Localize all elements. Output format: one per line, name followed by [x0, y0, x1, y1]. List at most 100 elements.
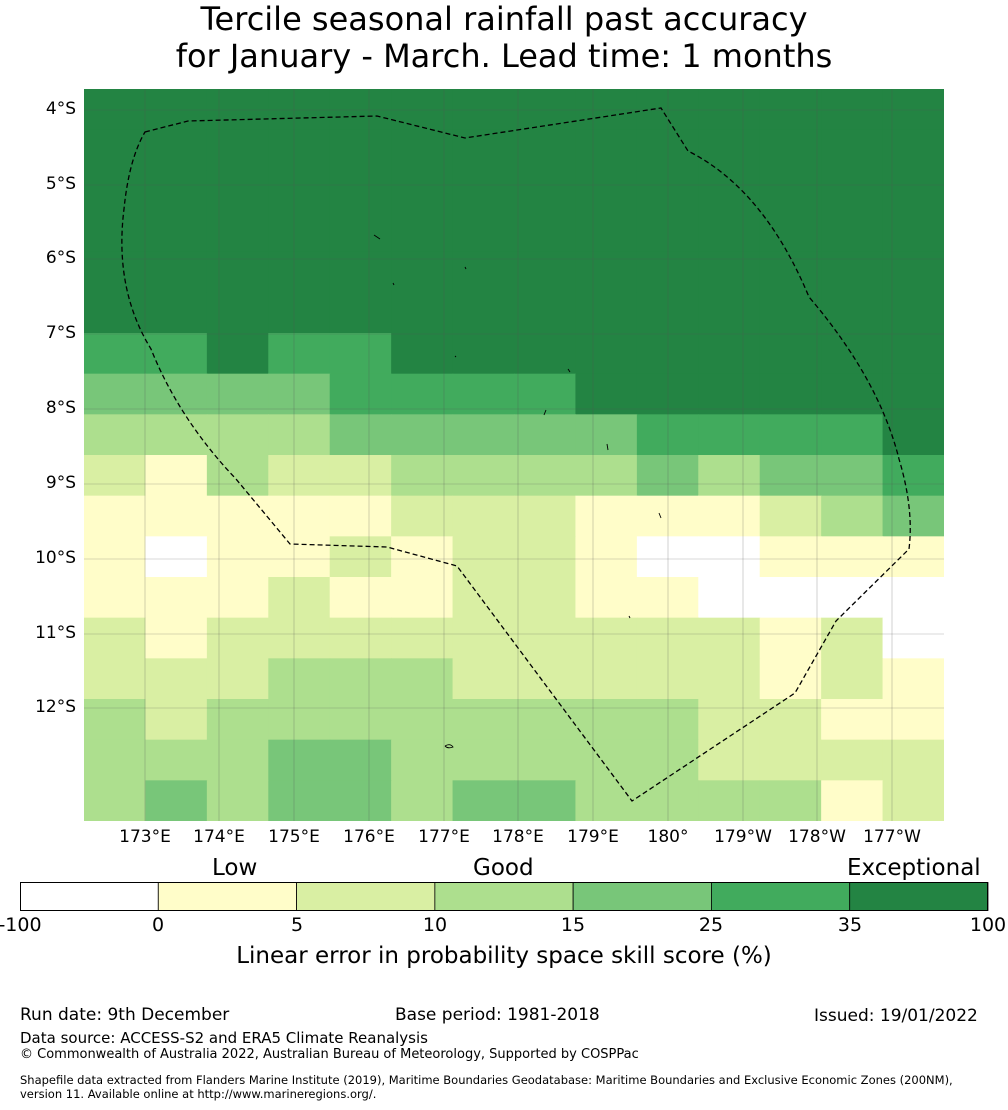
grid-cell	[452, 780, 515, 821]
skill-grid-cells	[84, 89, 944, 821]
grid-cell	[268, 577, 331, 619]
grid-cell	[821, 780, 884, 821]
grid-cell	[882, 414, 944, 456]
grid-cell	[514, 617, 577, 659]
grid-cell	[759, 333, 822, 375]
grid-cell	[575, 739, 638, 781]
grid-cell	[84, 333, 147, 375]
grid-cell	[575, 780, 638, 821]
grid-cell	[268, 739, 331, 781]
grid-cell	[84, 739, 147, 781]
grid-cell	[329, 536, 392, 578]
island	[606, 443, 609, 451]
grid-cell	[514, 251, 577, 293]
grid-cell	[452, 658, 515, 700]
grid-cell	[821, 658, 884, 700]
grid-cell	[636, 699, 699, 741]
map-title-line1: Tercile seasonal rainfall past accuracy	[200, 0, 808, 38]
lat-label: 10°S	[35, 548, 76, 568]
grid-cell	[452, 455, 515, 497]
grid-cell	[329, 129, 392, 171]
grid-cell	[206, 211, 269, 253]
grid-cell	[206, 333, 269, 375]
colorbar-axis-label: Linear error in probability space skill …	[236, 943, 772, 969]
grid-cell	[391, 89, 454, 131]
grid-cell	[145, 577, 208, 619]
lon-label: 178°W	[788, 827, 846, 847]
colorbar-swatches	[20, 882, 989, 911]
grid-cell	[145, 495, 208, 537]
island	[373, 234, 381, 240]
grid-cell	[575, 536, 638, 578]
grid-cell	[268, 251, 331, 293]
grid-cell	[329, 699, 392, 741]
grid-cell	[452, 699, 515, 741]
grid-cell	[329, 292, 392, 334]
lon-label: 178°E	[492, 827, 544, 847]
grid-cell	[821, 577, 884, 619]
grid-cell	[698, 455, 761, 497]
lon-label: 180°	[647, 827, 689, 847]
grid-cell	[206, 251, 269, 293]
grid-cell	[821, 292, 884, 334]
grid-cell	[759, 455, 822, 497]
run-date: Run date: 9th December	[20, 1005, 230, 1025]
grid-cell	[268, 373, 331, 415]
colorbar-swatch	[296, 882, 436, 911]
grid-cell	[882, 617, 944, 659]
grid-cell	[84, 699, 147, 741]
colorbar-swatch	[434, 882, 574, 911]
grid-cell	[698, 292, 761, 334]
grid-cell	[452, 211, 515, 253]
island	[628, 615, 631, 619]
grid-cell	[329, 455, 392, 497]
grid-cell	[206, 536, 269, 578]
grid-cell	[636, 536, 699, 578]
copyright: © Commonwealth of Australia 2022, Austra…	[20, 1047, 639, 1062]
grid-cell	[514, 495, 577, 537]
grid-cell	[329, 658, 392, 700]
grid-cell	[698, 211, 761, 253]
grid-cell	[759, 536, 822, 578]
grid-cell	[636, 577, 699, 619]
grid-cell	[391, 292, 454, 334]
colorbar	[20, 882, 989, 911]
grid-cell	[514, 780, 577, 821]
grid-cell	[698, 251, 761, 293]
grid-cell	[206, 373, 269, 415]
grid-cell	[882, 780, 944, 821]
grid-cell	[821, 373, 884, 415]
grid-cell	[84, 211, 147, 253]
base-period: Base period: 1981-2018	[395, 1005, 600, 1025]
grid-cell	[514, 170, 577, 212]
lon-label: 173°E	[119, 827, 171, 847]
skill-score-map	[84, 89, 944, 821]
grid-cell	[329, 577, 392, 619]
grid-cell	[452, 617, 515, 659]
grid-cell	[882, 333, 944, 375]
grid-cell	[882, 699, 944, 741]
grid-cell	[452, 333, 515, 375]
grid-cell	[84, 251, 147, 293]
grid-cell	[882, 89, 944, 131]
colorbar-category-exceptional: Exceptional	[847, 855, 981, 881]
grid-cell	[452, 129, 515, 171]
grid-cell	[882, 292, 944, 334]
grid-cell	[84, 617, 147, 659]
grid-cell	[452, 495, 515, 537]
grid-cell	[329, 739, 392, 781]
grid-cell	[268, 89, 331, 131]
grid-cell	[84, 129, 147, 171]
grid-cell	[636, 617, 699, 659]
grid-cell	[821, 414, 884, 456]
lat-label: 4°S	[45, 99, 76, 119]
grid-cell	[145, 739, 208, 781]
grid-cell	[698, 89, 761, 131]
colorbar-tick: 15	[560, 914, 586, 936]
grid-cell	[882, 211, 944, 253]
colorbar-category-good: Good	[473, 855, 534, 881]
grid-cell	[268, 292, 331, 334]
grid-cell	[452, 536, 515, 578]
grid-cell	[698, 577, 761, 619]
lon-label: 179°E	[567, 827, 619, 847]
